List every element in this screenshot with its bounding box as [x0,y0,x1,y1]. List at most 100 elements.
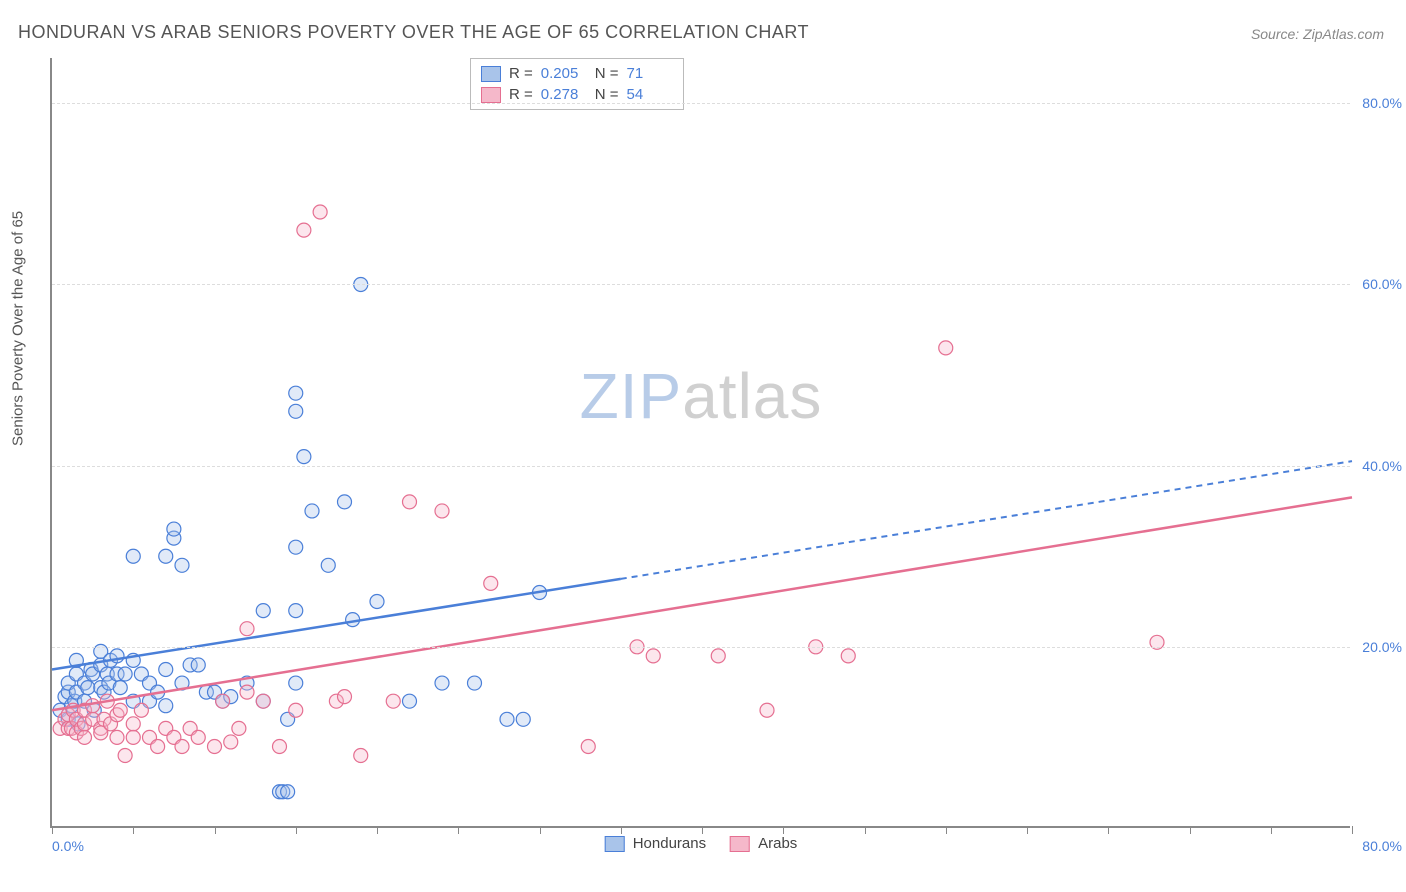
scatter-svg [52,58,1350,826]
data-point [78,730,92,744]
data-point [289,703,303,717]
source-prefix: Source: [1251,26,1303,42]
data-point [167,522,181,536]
stats-n-label: N = [595,86,619,103]
data-point [240,622,254,636]
stats-n-label: N = [595,65,619,82]
bottom-legend: Hondurans Arabs [605,835,798,852]
legend-swatch-hondurans [605,836,625,852]
trend-line [52,497,1352,710]
y-tick-label: 40.0% [1362,458,1402,474]
chart-title: HONDURAN VS ARAB SENIORS POVERTY OVER TH… [18,22,809,43]
x-tick [377,826,378,834]
data-point [338,690,352,704]
data-point [305,504,319,518]
y-axis-title: Seniors Poverty Over the Age of 65 [10,211,27,446]
data-point [191,658,205,672]
data-point [113,703,127,717]
x-tick [540,826,541,834]
data-point [581,739,595,753]
data-point [126,730,140,744]
data-point [256,694,270,708]
x-tick [1352,826,1353,834]
data-point [126,717,140,731]
gridline-h [52,103,1350,104]
data-point [403,694,417,708]
y-tick-label: 60.0% [1362,276,1402,292]
data-point [338,495,352,509]
stats-r-value-0: 0.205 [541,65,587,82]
x-tick [215,826,216,834]
data-point [313,205,327,219]
x-tick [1108,826,1109,834]
data-point [841,649,855,663]
x-tick [458,826,459,834]
stats-n-value-1: 54 [627,86,673,103]
data-point [516,712,530,726]
source-name: ZipAtlas.com [1303,26,1384,42]
legend-item-arabs: Arabs [730,835,797,852]
data-point [216,694,230,708]
swatch-arabs [481,87,501,103]
data-point [403,495,417,509]
data-point [273,739,287,753]
data-point [232,721,246,735]
x-tick [52,826,53,834]
x-tick [865,826,866,834]
plot-area: ZIPatlas R = 0.205 N = 71 R = 0.278 N = … [50,58,1350,828]
x-tick [1190,826,1191,834]
data-point [386,694,400,708]
data-point [435,676,449,690]
data-point [191,730,205,744]
data-point [118,667,132,681]
data-point [110,730,124,744]
stats-row-arabs: R = 0.278 N = 54 [481,84,673,105]
data-point [86,699,100,713]
data-point [711,649,725,663]
x-axis-label-min: 0.0% [52,838,84,854]
data-point [224,735,238,749]
x-axis-label-max: 80.0% [1362,838,1402,854]
x-tick [1271,826,1272,834]
swatch-hondurans [481,66,501,82]
trend-line-dashed [621,461,1352,579]
trend-line [52,579,621,670]
stats-r-label: R = [509,86,533,103]
data-point [760,703,774,717]
stats-row-hondurans: R = 0.205 N = 71 [481,63,673,84]
x-tick [1027,826,1028,834]
data-point [240,685,254,699]
source-attribution: Source: ZipAtlas.com [1251,26,1384,42]
x-tick [296,826,297,834]
gridline-h [52,647,1350,648]
x-tick [621,826,622,834]
gridline-h [52,466,1350,467]
legend-item-hondurans: Hondurans [605,835,706,852]
x-tick [702,826,703,834]
data-point [159,549,173,563]
data-point [289,404,303,418]
stats-r-value-1: 0.278 [541,86,587,103]
data-point [646,649,660,663]
data-point [435,504,449,518]
data-point [134,703,148,717]
stats-box: R = 0.205 N = 71 R = 0.278 N = 54 [470,58,684,110]
data-point [159,662,173,676]
data-point [939,341,953,355]
data-point [113,681,127,695]
data-point [468,676,482,690]
data-point [321,558,335,572]
gridline-h [52,284,1350,285]
legend-label-arabs: Arabs [758,835,797,852]
y-tick-label: 20.0% [1362,639,1402,655]
x-tick [946,826,947,834]
legend-label-hondurans: Hondurans [633,835,706,852]
data-point [159,699,173,713]
legend-swatch-arabs [730,836,750,852]
data-point [126,549,140,563]
data-point [281,785,295,799]
data-point [289,540,303,554]
data-point [484,576,498,590]
data-point [297,223,311,237]
x-tick [783,826,784,834]
